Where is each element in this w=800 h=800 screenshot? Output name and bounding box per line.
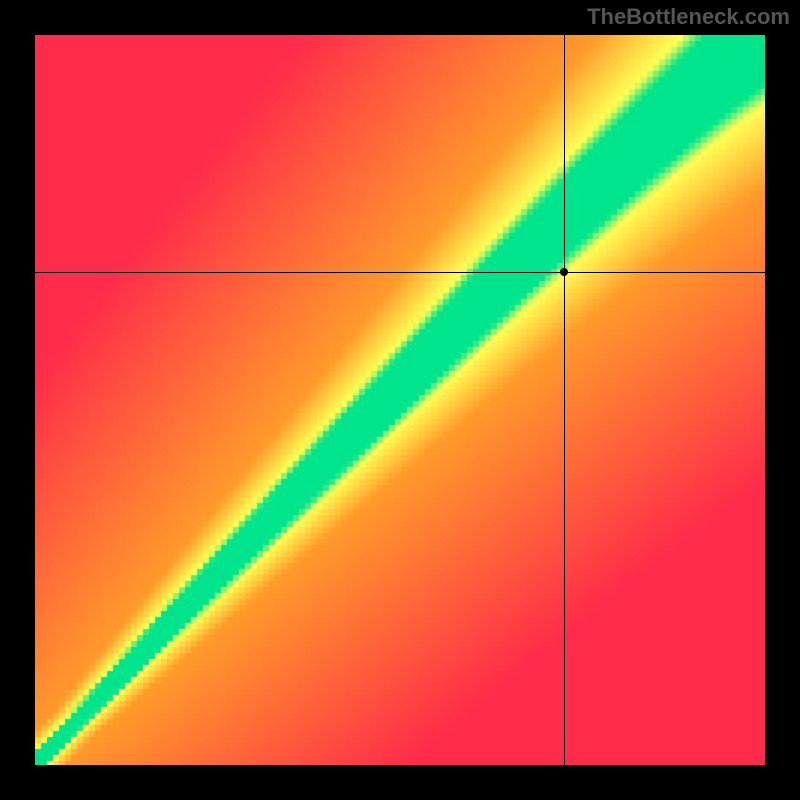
chart-area xyxy=(35,35,765,765)
chart-container: TheBottleneck.com xyxy=(0,0,800,800)
marker-point xyxy=(560,268,568,276)
watermark-text: TheBottleneck.com xyxy=(587,4,790,30)
crosshair-vertical xyxy=(564,35,565,765)
heatmap-canvas xyxy=(35,35,765,765)
crosshair-horizontal xyxy=(35,272,765,273)
